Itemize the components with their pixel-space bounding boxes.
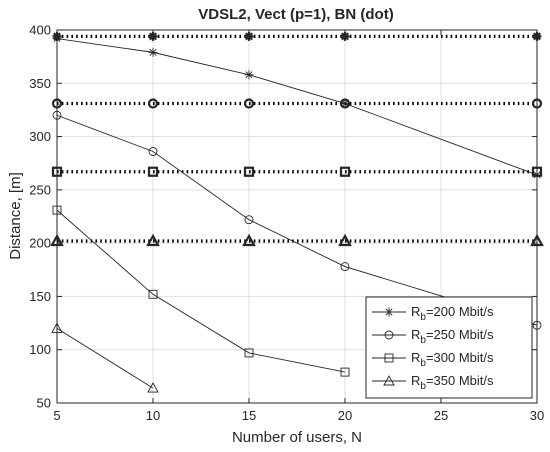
data-point-1-3 xyxy=(244,70,254,80)
data-point-1-4-d2 xyxy=(341,100,349,108)
bn-dot-point-3-3 xyxy=(243,166,255,177)
plot-frame xyxy=(56,29,538,404)
data-point-3-2 xyxy=(148,289,158,299)
bn-dot-point-4-3-shape xyxy=(242,233,256,247)
bn-dot-lines xyxy=(57,34,537,243)
bn-dot-point-2-2 xyxy=(147,98,159,109)
legend-label-base-2: R xyxy=(411,327,420,342)
legend-marker-3-shape xyxy=(384,353,394,363)
legend-label-sub-4: b xyxy=(420,381,426,392)
y-tick-label-50: 50 xyxy=(37,396,51,411)
data-point-2-3-shape xyxy=(244,215,254,225)
y-tick-label-350: 350 xyxy=(29,76,51,91)
data-point-2-4 xyxy=(340,262,350,272)
data-point-3-2-shape xyxy=(148,289,158,299)
data-point-1-2 xyxy=(148,47,158,57)
legend-label-1: Rb=200 Mbit/s xyxy=(411,304,494,323)
data-point-2-4-shape xyxy=(340,262,350,272)
legend-marker-2 xyxy=(384,330,394,340)
legend-marker-2-shape xyxy=(384,330,394,340)
legend-label-4: Rb=350 Mbit/s xyxy=(411,373,494,392)
legend-marker-1 xyxy=(384,307,394,317)
data-point-3-3 xyxy=(244,348,254,358)
axis-ticks: 5 10 15 20 25 30 50 100 150 200 250 300 350 400 xyxy=(29,23,544,424)
legend-label-2: Rb=250 Mbit/s xyxy=(411,327,494,346)
data-point-2-3 xyxy=(244,215,254,225)
y-tick-label-150: 150 xyxy=(29,289,51,304)
legend-label-suffix-2: =250 Mbit/s xyxy=(426,327,494,342)
legend: Rb=200 Mbit/sRb=250 Mbit/sRb=300 Mbit/sR… xyxy=(365,296,533,399)
data-point-3-3-shape xyxy=(244,348,254,358)
legend-marker-1-d2 xyxy=(385,308,393,316)
bn-dot-point-4-3 xyxy=(242,233,256,247)
legend-marker-3 xyxy=(384,353,394,363)
x-tick-label-30: 30 xyxy=(530,408,544,423)
y-tick-label-300: 300 xyxy=(29,129,51,144)
bn-dot-point-3-2 xyxy=(147,166,159,177)
legend-label-3: Rb=300 Mbit/s xyxy=(411,350,494,369)
bn-dot-point-1-4 xyxy=(340,31,350,41)
bn-dot-point-2-4 xyxy=(339,98,351,109)
bn-dot-point-4-4 xyxy=(338,233,352,247)
y-tick-label-200: 200 xyxy=(29,236,51,251)
series-line-1 xyxy=(56,38,538,176)
bn-dot-point-1-3-d2 xyxy=(245,32,253,41)
bn-dot-point-3-3-shape xyxy=(243,166,255,177)
bn-dot-point-4-4-shape xyxy=(338,233,352,247)
series-line-4 xyxy=(56,328,154,389)
bn-dot-point-3-4 xyxy=(339,166,351,177)
bn-dot-point-1-4-d2 xyxy=(341,32,349,41)
data-point-1-3-d2 xyxy=(245,71,253,79)
legend-label-suffix-1: =200 Mbit/s xyxy=(426,304,494,319)
legend-label-suffix-3: =300 Mbit/s xyxy=(426,350,494,365)
bn-dot-point-4-2-shape xyxy=(146,233,160,247)
legend-marker-4-shape xyxy=(383,375,395,386)
y-tick-label-400: 400 xyxy=(29,23,51,38)
y-tick-label-250: 250 xyxy=(29,182,51,197)
data-point-3-4-shape xyxy=(340,367,350,377)
series-line-2 xyxy=(56,114,538,326)
x-tick-label-25: 25 xyxy=(434,408,448,423)
bn-dot-point-2-3 xyxy=(243,98,255,109)
data-point-2-2 xyxy=(148,147,158,156)
bn-dot-point-1-2-d2 xyxy=(149,32,157,41)
legend-marker-4 xyxy=(383,375,395,386)
data-point-4-2 xyxy=(147,382,159,393)
chart-title: VDSL2, Vect (p=1), BN (dot) xyxy=(198,6,393,23)
x-tick-label-10: 10 xyxy=(146,408,160,423)
x-tick-label-15: 15 xyxy=(242,408,256,423)
y-tick-label-100: 100 xyxy=(29,342,51,357)
data-point-3-4 xyxy=(340,367,350,377)
y-axis-label: Distance, [m] xyxy=(7,172,24,260)
legend-label-suffix-4: =350 Mbit/s xyxy=(426,373,494,388)
x-tick-label-5: 5 xyxy=(53,408,60,423)
x-tick-label-20: 20 xyxy=(338,408,352,423)
bn-dot-point-4-2 xyxy=(146,233,160,247)
series-line-3 xyxy=(56,209,346,373)
legend-label-base-1: R xyxy=(411,304,420,319)
bn-dot-point-3-4-shape xyxy=(339,166,351,177)
bn-dot-point-3-2-shape xyxy=(147,166,159,177)
series-lines xyxy=(56,38,538,389)
data-point-2-2-shape xyxy=(148,147,158,156)
legend-label-sub-3: b xyxy=(420,358,426,369)
bn-dot-point-2-2-shape xyxy=(147,98,159,109)
legend-label-sub-2: b xyxy=(420,335,426,346)
data-point-4-2-shape xyxy=(147,382,159,393)
legend-label-base-4: R xyxy=(411,373,420,388)
bn-dot-point-2-3-shape xyxy=(243,98,255,109)
bn-dot-point-2-4-shape xyxy=(339,98,351,109)
x-axis-label: Number of users, N xyxy=(232,429,362,446)
legend-label-base-3: R xyxy=(411,350,420,365)
legend-label-sub-1: b xyxy=(420,312,426,323)
data-point-1-2-d2 xyxy=(149,48,157,56)
